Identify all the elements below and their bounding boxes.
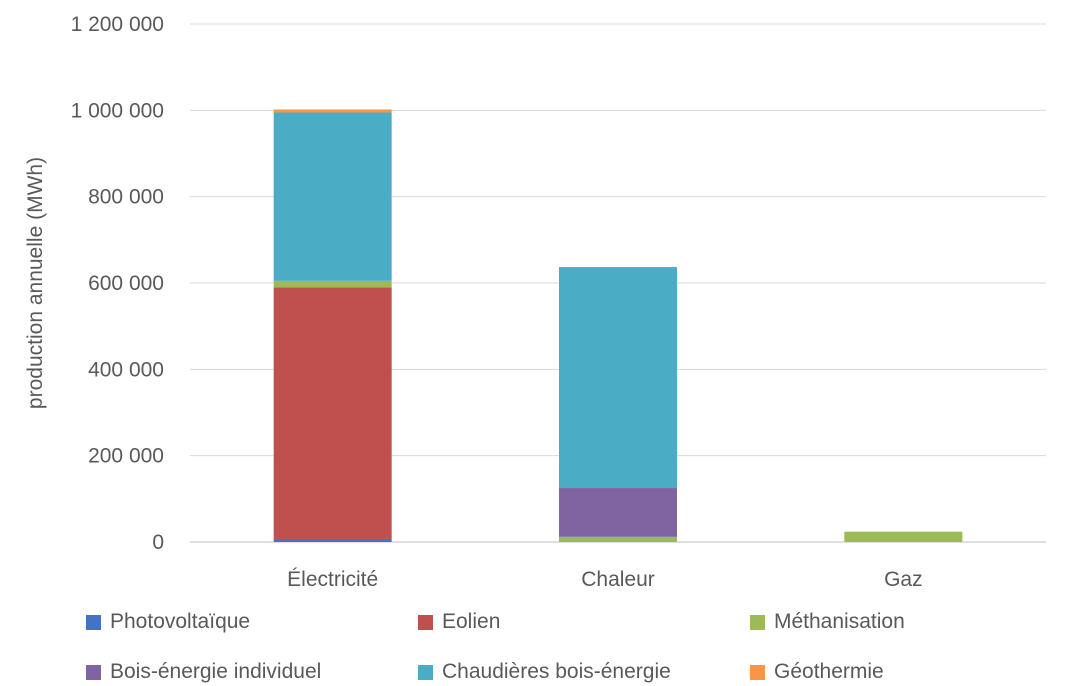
x-tick-label: Électricité xyxy=(287,568,378,591)
bar-segment xyxy=(273,287,392,539)
legend-item: Bois-énergie individuel xyxy=(86,660,321,684)
legend-label: Eolien xyxy=(442,610,501,633)
bar-segment xyxy=(559,536,677,542)
bar-segment xyxy=(559,267,677,489)
y-tick-label: 800 000 xyxy=(88,186,164,209)
legend-label: Photovoltaïque xyxy=(110,610,251,633)
x-tick-label: Chaleur xyxy=(581,568,655,591)
y-tick-label: 0 xyxy=(152,531,164,554)
legend-swatch xyxy=(750,664,765,680)
bar-segment xyxy=(844,531,963,542)
legend-swatch xyxy=(418,664,433,680)
y-tick-label: 1 200 000 xyxy=(71,13,164,36)
y-axis-label: production annuelle (MWh) xyxy=(24,157,47,409)
x-axis-ticks: Électricité Chaleur Gaz xyxy=(287,568,922,591)
bar-segment xyxy=(273,112,392,281)
x-tick-label: Gaz xyxy=(884,568,923,591)
legend-swatch xyxy=(86,664,101,680)
y-tick-label: 1 000 000 xyxy=(71,99,164,122)
legend-label: Bois-énergie individuel xyxy=(110,660,322,683)
bar-segment xyxy=(273,538,392,542)
stacked-bar-chart: 0 200 000 400 000 600 000 800 000 1 000 000 1 … xyxy=(24,13,1046,591)
legend-label: Chaudières bois-énergie xyxy=(442,660,671,683)
legend-swatch xyxy=(86,614,101,630)
bar-segment xyxy=(273,109,392,113)
bar-segment xyxy=(273,280,392,288)
legend-item: Eolien xyxy=(418,610,500,634)
bar-segment xyxy=(559,488,677,537)
y-axis-ticks: 0 200 000 400 000 600 000 800 000 1 000 000 1 … xyxy=(71,13,164,554)
legend-label: Méthanisation xyxy=(774,610,905,633)
y-tick-label: 200 000 xyxy=(88,445,164,468)
legend-swatch xyxy=(750,614,765,630)
legend-item: Géothermie xyxy=(750,660,884,684)
bars xyxy=(273,109,963,542)
legend: Photovoltaïque Eolien Méthanisation Bois-én… xyxy=(0,600,1070,686)
y-tick-label: 400 000 xyxy=(88,358,164,381)
legend-swatch xyxy=(418,614,433,630)
legend-item: Chaudières bois-énergie xyxy=(418,660,671,684)
legend-item: Méthanisation xyxy=(750,610,905,634)
legend-label: Géothermie xyxy=(774,660,884,683)
legend-item: Photovoltaïque xyxy=(86,610,250,634)
y-tick-label: 600 000 xyxy=(88,272,164,295)
